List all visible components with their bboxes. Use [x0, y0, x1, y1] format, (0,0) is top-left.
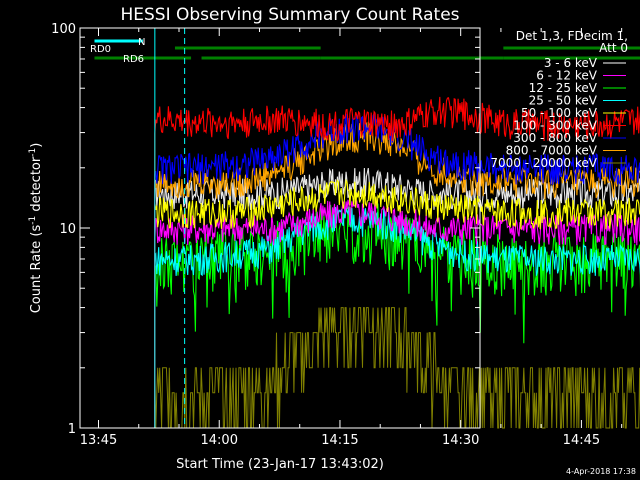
- y-axis-label-sup1: -1: [28, 216, 38, 225]
- series-line-4: [154, 178, 640, 428]
- legend-label-3: 25 - 50 keV: [529, 94, 598, 108]
- legend-header-2: Att 0: [599, 41, 628, 55]
- x-axis-label: Start Time (23-Jan-17 13:43:02): [176, 457, 384, 472]
- legend-label-0: 3 - 6 keV: [544, 56, 598, 70]
- series-line-0: [154, 167, 640, 428]
- y-tick-label-0: 1: [68, 422, 76, 437]
- series-lines: [154, 96, 640, 429]
- series-line-5: [154, 96, 640, 428]
- x-tick-label-0: 13:45: [80, 433, 117, 448]
- series-line-6: [154, 111, 640, 428]
- timestamp: 4-Apr-2018 17:38: [566, 467, 636, 476]
- legend-label-7: 800 - 7000 keV: [506, 144, 598, 158]
- flag-n-label: N: [138, 37, 145, 48]
- legend-label-5: 100 - 300 keV: [513, 119, 597, 133]
- y-axis-label-end: ): [29, 143, 44, 148]
- chart-title: HESSI Observing Summary Count Rates: [120, 5, 459, 25]
- x-tick-label-4: 14:45: [563, 433, 600, 448]
- y-tick-label-2: 100: [51, 22, 76, 37]
- legend-label-8: 7000 - 20000 keV: [490, 156, 597, 170]
- legend-label-1: 6 - 12 keV: [536, 69, 598, 83]
- x-tick-label-3: 14:30: [442, 433, 479, 448]
- x-tick-label-2: 14:15: [321, 433, 358, 448]
- saa-lines: [154, 28, 186, 428]
- series-line-3: [154, 206, 640, 428]
- legend-header-1: Det 1,3, FDecim 1,: [516, 29, 628, 43]
- x-tick-label-1: 14:00: [201, 433, 238, 448]
- legend-label-6: 300 - 800 keV: [513, 131, 597, 145]
- series-line-8: [154, 307, 640, 429]
- legend-label-4: 50 - 100 keV: [521, 106, 598, 120]
- y-tick-label-1: 10: [59, 222, 76, 237]
- y-axis-label-main: Count Rate (s: [29, 225, 44, 314]
- flag-bars: [94, 39, 640, 60]
- y-axis-label-sup2: -1: [28, 148, 38, 157]
- axis-ticks: 13:4514:0014:1514:3014:4515:0015:1511010…: [51, 22, 623, 448]
- legend-label-2: 12 - 25 keV: [529, 81, 598, 95]
- y-axis-label: Count Rate (s-1 detector-1): [28, 143, 44, 314]
- y-axis-label-mid: detector: [29, 156, 44, 216]
- flag-rd0-label: RD0: [90, 44, 111, 55]
- flag-rd6-label: RD6: [123, 54, 144, 65]
- series-line-2: [154, 203, 640, 428]
- series-line-7: [154, 121, 640, 428]
